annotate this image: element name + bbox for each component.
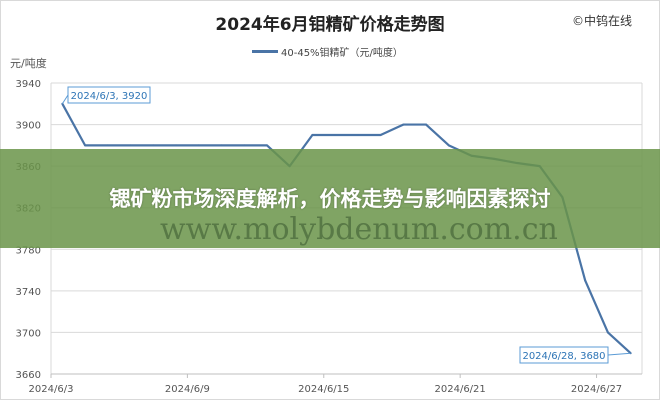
data-point	[425, 123, 428, 126]
y-axis-label: 元/吨度	[10, 57, 47, 70]
data-point	[584, 279, 587, 282]
data-point	[334, 133, 337, 136]
y-tick-label: 3900	[16, 121, 41, 132]
data-point	[379, 133, 382, 136]
article-banner: 锶矿粉市场深度解析，价格走势与影响因素探讨	[0, 149, 660, 248]
y-tick-label: 3780	[16, 245, 41, 256]
x-tick-label: 2024/6/3	[29, 384, 74, 395]
data-point	[311, 133, 314, 136]
data-point	[243, 144, 246, 147]
data-point	[606, 331, 609, 334]
callout-pointer	[61, 94, 69, 105]
y-tick-label: 3660	[16, 370, 41, 381]
legend-swatch	[252, 50, 278, 53]
article-title[interactable]: 锶矿粉市场深度解析，价格走势与影响因素探讨	[109, 186, 551, 211]
data-point	[106, 144, 109, 147]
data-point	[84, 144, 87, 147]
chart-title: 2024年6月钼精矿价格走势图	[215, 15, 445, 35]
data-label: 2024/6/3, 3920	[71, 91, 148, 102]
callout-pointer	[607, 352, 631, 356]
legend: 40-45%钼精矿（元/吨度）	[252, 44, 403, 59]
x-tick-label: 2024/6/9	[165, 384, 210, 395]
data-point	[447, 144, 450, 147]
data-point	[402, 123, 405, 126]
legend-label: 40-45%钼精矿（元/吨度）	[281, 48, 403, 59]
data-point	[220, 144, 223, 147]
copyright-label: ©中钨在线	[571, 14, 632, 28]
y-tick-label: 3740	[16, 287, 41, 298]
y-tick-label: 3940	[16, 79, 41, 90]
data-point	[152, 144, 155, 147]
data-point	[197, 144, 200, 147]
y-tick-label: 3700	[16, 328, 41, 339]
data-point	[356, 133, 359, 136]
data-point	[129, 144, 132, 147]
watermark: www.molybdenum.com.cn	[160, 212, 558, 247]
data-label: 2024/6/28, 3680	[522, 351, 605, 362]
data-point	[265, 144, 268, 147]
data-point	[175, 144, 178, 147]
x-tick-label: 2024/6/15	[298, 384, 349, 395]
x-tick-label: 2024/6/21	[435, 384, 486, 395]
x-tick-label: 2024/6/27	[571, 384, 622, 395]
